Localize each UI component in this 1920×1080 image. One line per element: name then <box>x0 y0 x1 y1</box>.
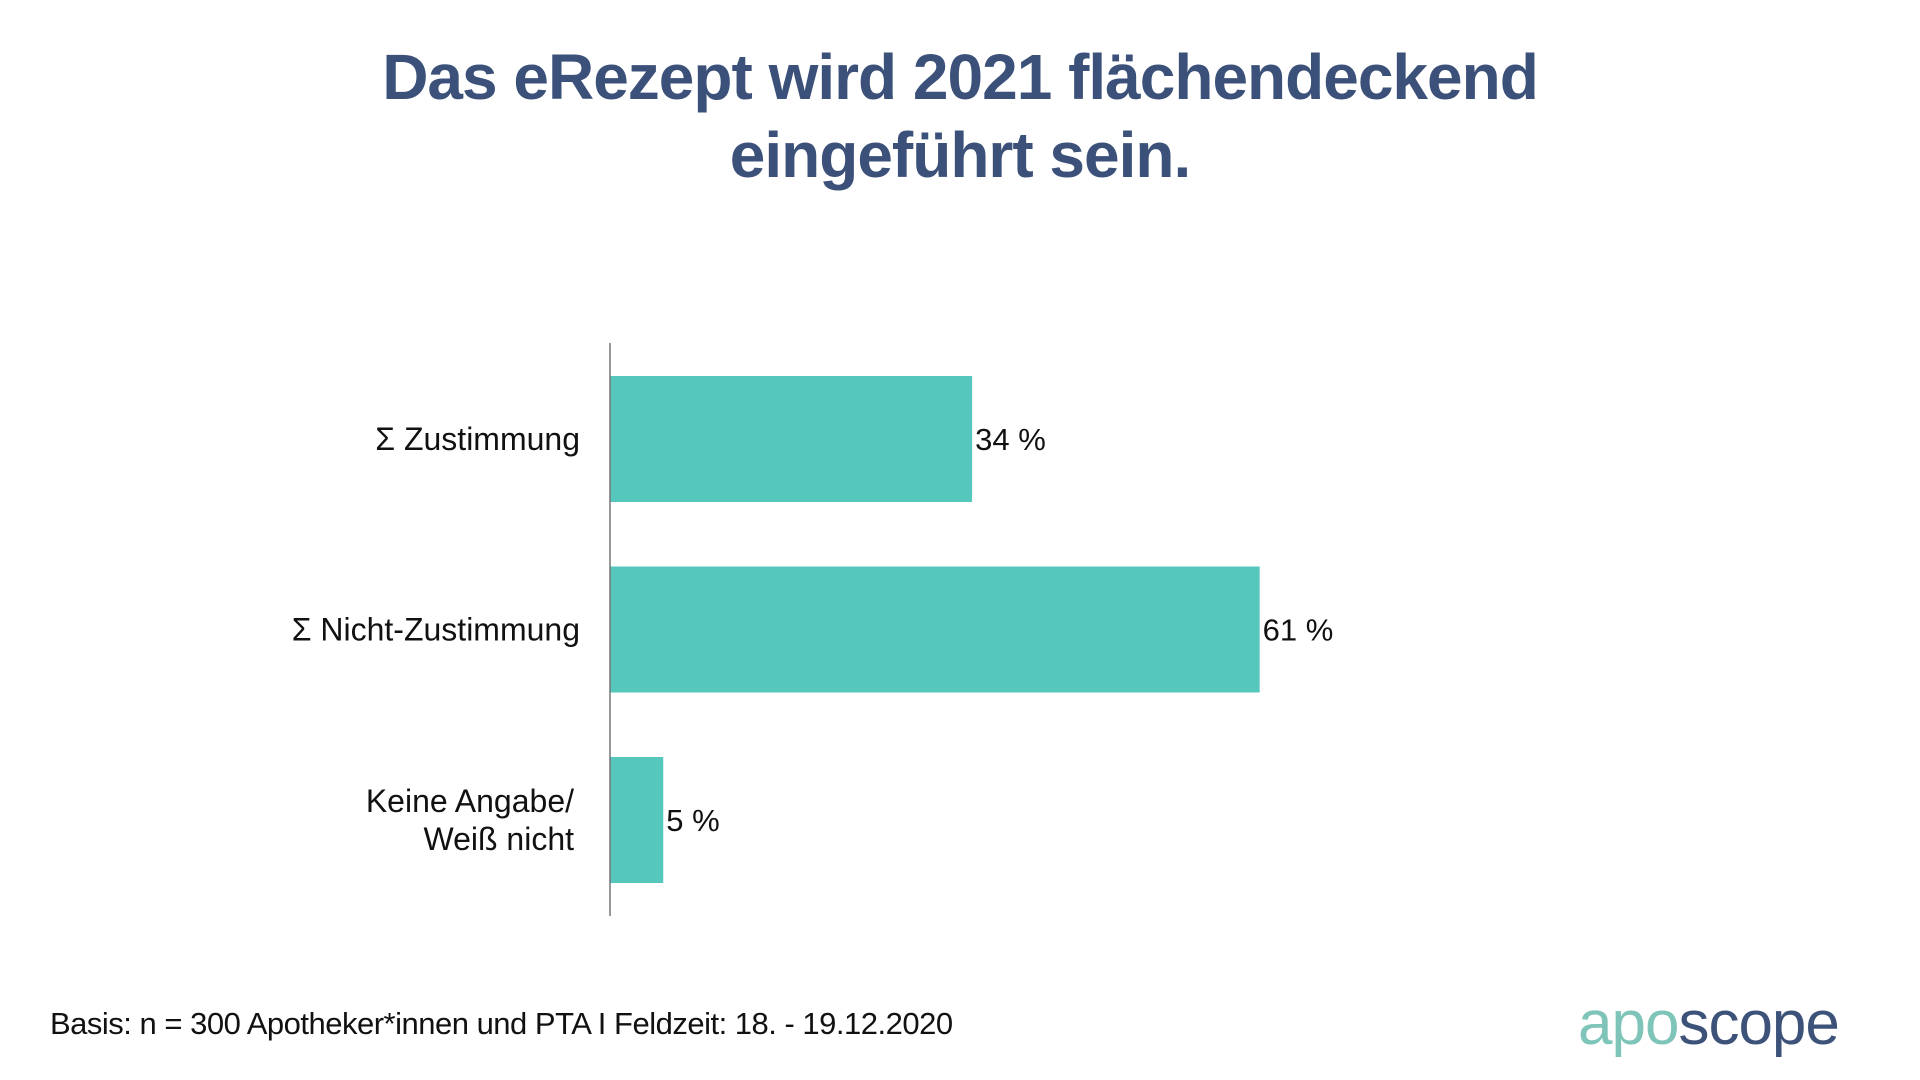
value-label-1: 61 % <box>1263 613 1334 648</box>
bars-group <box>610 376 1260 883</box>
logo-part-apo: apo <box>1578 989 1679 1058</box>
bar-1 <box>610 566 1260 693</box>
value-label-0: 34 % <box>975 422 1046 457</box>
category-labels-group: Σ Zustimmung Σ Nicht-Zustimmung Keine Anga… <box>292 421 580 857</box>
category-label-2-line-1: Weiß nicht <box>423 821 574 857</box>
chart-title-line-1: Das eRezept wird 2021 flächendeckend <box>382 41 1539 113</box>
logo-part-scope: scope <box>1678 989 1839 1058</box>
bar-2 <box>610 757 664 883</box>
category-label-2-line-0: Keine Angabe/ <box>366 783 574 819</box>
category-label-1: Σ Nicht-Zustimmung <box>292 612 580 648</box>
aposcope-logo: aposcope <box>1578 988 1840 1059</box>
footer-note: Basis: n = 300 Apotheker*innen und PTA I… <box>50 1006 953 1041</box>
value-labels-group: 34 % 61 % 5 % <box>666 422 1333 838</box>
chart-title: Das eRezept wird 2021 flächendeckend ein… <box>0 38 1920 194</box>
value-label-2: 5 % <box>666 803 719 838</box>
chart-title-line-2: eingeführt sein. <box>729 119 1192 191</box>
bar-0 <box>610 376 973 502</box>
category-label-0: Σ Zustimmung <box>375 421 580 457</box>
